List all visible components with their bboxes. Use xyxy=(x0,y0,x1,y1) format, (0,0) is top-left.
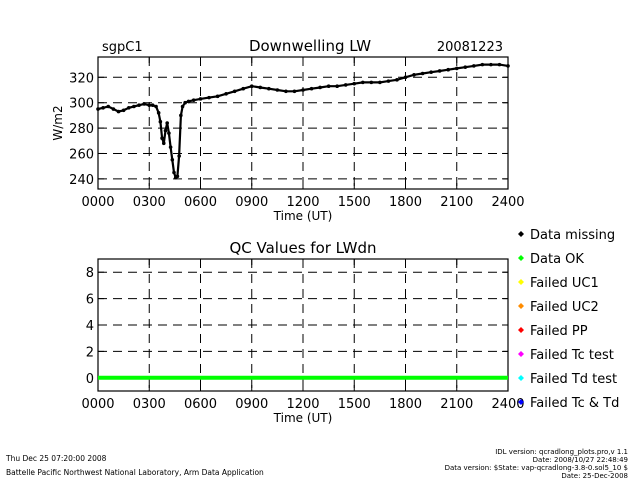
chart2-xtick-label: 2400 xyxy=(491,397,524,412)
legend-marker xyxy=(518,399,524,405)
legend-label: Failed Td test xyxy=(530,372,617,387)
site-label: sgpC1 xyxy=(102,40,143,55)
chart2-xtick-label: 1800 xyxy=(389,397,422,412)
chart1-xlabel: Time (UT) xyxy=(273,209,333,223)
chart1-title: Downwelling LW xyxy=(249,37,371,55)
chart2-yticks: 0 2 4 6 8 xyxy=(86,266,508,387)
chart1-xtick-label: 0000 xyxy=(81,195,114,210)
footer-idl-date: Date: 2008/10/27 22:48:49 xyxy=(533,456,628,464)
legend-label: Failed Tc & Td xyxy=(530,396,619,411)
chart1-xtick-label: 2400 xyxy=(491,195,524,210)
legend-marker xyxy=(518,255,524,261)
footer-idl-version: IDL version: qcradlong_plots.pro,v 1.1 xyxy=(495,448,628,456)
legend-label: Failed UC2 xyxy=(530,300,599,315)
footer-data-version: Data version: $State: vap-qcradlong-3.8-… xyxy=(445,464,628,472)
chart2-ytick-label: 0 xyxy=(86,372,94,387)
legend-label: Failed UC1 xyxy=(530,276,599,291)
chart1-ytick-label: 280 xyxy=(69,122,94,137)
chart2-xtick-label: 0600 xyxy=(184,397,217,412)
legend-marker xyxy=(518,279,524,285)
chart1-xtick-label: 0300 xyxy=(133,195,166,210)
chart2-xtick-label: 0000 xyxy=(81,397,114,412)
chart1-xtick-label: 1500 xyxy=(338,195,371,210)
footer-data-date: Date: 25-Dec-2008 xyxy=(561,472,628,480)
legend-label: Data OK xyxy=(530,252,584,267)
legend-label: Data missing xyxy=(530,228,615,243)
chart1-xtick-label: 0600 xyxy=(184,195,217,210)
chart1-ytick-label: 320 xyxy=(69,71,94,86)
chart1-yticks: 240 260 280 300 320 xyxy=(69,71,508,188)
chart2-xtick-label: 1500 xyxy=(338,397,371,412)
chart2-xtick-label: 2100 xyxy=(440,397,473,412)
legend-marker xyxy=(518,303,524,309)
legend-label: Failed PP xyxy=(530,324,588,339)
chart2-xlabel: Time (UT) xyxy=(273,411,333,425)
date-label: 20081223 xyxy=(437,40,503,55)
chart1-trace xyxy=(97,63,509,180)
footer-timestamp: Thu Dec 25 07:20:00 2008 xyxy=(5,454,107,463)
chart2-xticks: 0000 0300 0600 0900 1200 1500 1800 2100 2400 xyxy=(81,259,525,412)
chart1-xtick-label: 0900 xyxy=(235,195,268,210)
chart2-xtick-label: 0900 xyxy=(235,397,268,412)
legend-marker xyxy=(518,375,524,381)
chart2-ytick-label: 8 xyxy=(86,266,94,281)
legend: Data missing Data OK Failed UC1 Failed UC2 F… xyxy=(518,228,619,411)
chart1-points xyxy=(96,62,510,180)
chart2-ytick-label: 2 xyxy=(86,345,94,360)
chart1-xtick-label: 1800 xyxy=(389,195,422,210)
chart1-xtick-label: 2100 xyxy=(440,195,473,210)
chart2-ytick-label: 4 xyxy=(86,319,94,334)
chart1-ytick-label: 240 xyxy=(69,173,94,188)
chart1-ylabel: W/m2 xyxy=(51,105,65,140)
legend-marker xyxy=(518,351,524,357)
chart2-grid xyxy=(98,259,508,391)
chart1-ytick-label: 260 xyxy=(69,147,94,162)
chart1-xtick-label: 1200 xyxy=(286,195,319,210)
legend-label: Failed Tc test xyxy=(530,348,614,363)
chart2-xtick-label: 1200 xyxy=(286,397,319,412)
footer-lab: Battelle Pacific Northwest National Labo… xyxy=(6,468,264,477)
chart2: 0000 0300 0600 0900 1200 1500 1800 2100 2400 0 2 4… xyxy=(81,258,525,425)
legend-marker xyxy=(518,327,524,333)
chart1-xticks: 0000 0300 0600 0900 1200 1500 1800 2100 2400 xyxy=(81,57,525,210)
chart2-title: QC Values for LWdn xyxy=(229,239,376,257)
chart2-ytick-label: 6 xyxy=(86,293,94,308)
chart1-ytick-label: 300 xyxy=(69,97,94,112)
legend-marker xyxy=(518,231,524,237)
chart1: 0000 0300 0600 0900 1200 1500 1800 2100 2400 240… xyxy=(51,56,525,223)
chart2-xtick-label: 0300 xyxy=(133,397,166,412)
